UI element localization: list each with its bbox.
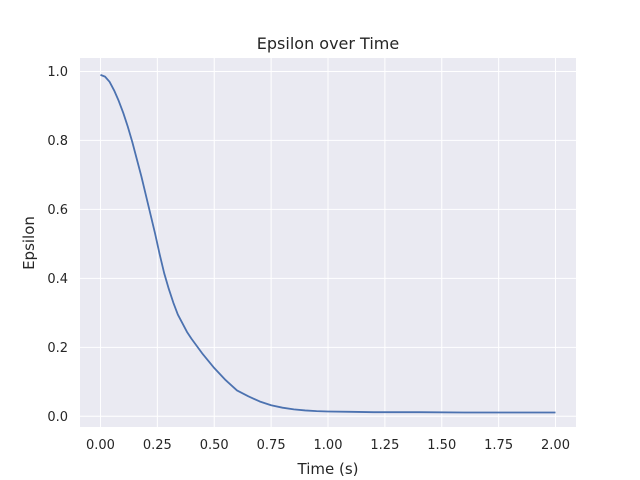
x-tick-label: 0.75 [257,438,286,453]
line-layer [100,74,556,414]
y-axis-ticks: 0.0 0.2 0.4 0.6 0.8 1.0 [47,65,68,425]
x-tick-label: 1.25 [370,438,399,453]
x-tick-label: 1.75 [484,438,513,453]
chart-title: Epsilon over Time [257,34,399,53]
y-tick-label: 0.0 [47,410,68,425]
y-tick-label: 0.6 [47,203,68,218]
grid [80,58,576,427]
y-axis-label: Epsilon [20,216,38,270]
x-axis-ticks: 0.00 0.25 0.50 0.75 1.00 1.25 1.50 1.75 2.00 [86,438,570,453]
x-axis-label: Time (s) [297,460,359,478]
y-tick-label: 0.8 [47,134,68,149]
y-tick-label: 1.0 [47,65,68,80]
x-tick-label: 2.00 [541,438,570,453]
x-tick-label: 0.50 [200,438,229,453]
x-tick-label: 0.25 [143,438,172,453]
x-tick-label: 0.00 [86,438,115,453]
y-tick-label: 0.4 [47,272,68,287]
x-tick-label: 1.00 [314,438,343,453]
y-tick-label: 0.2 [47,341,68,356]
series-line [100,74,556,414]
x-tick-label: 1.50 [427,438,456,453]
